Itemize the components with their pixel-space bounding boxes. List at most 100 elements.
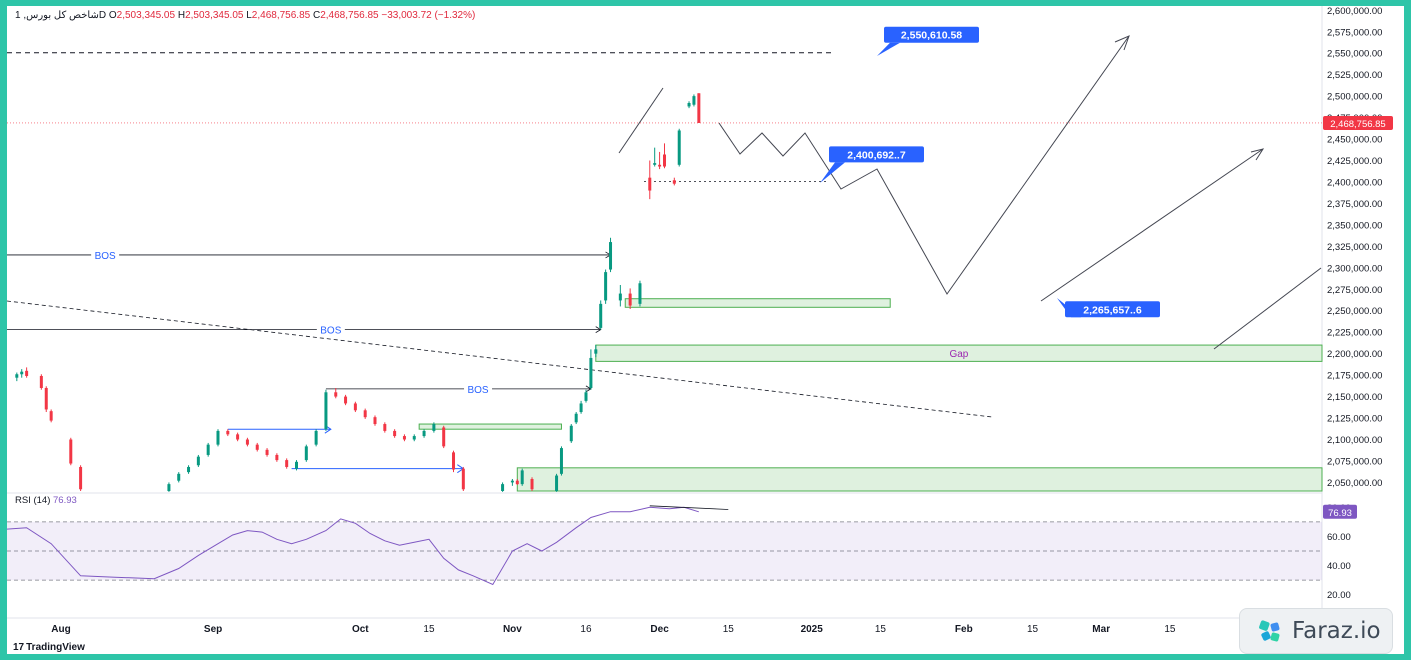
candle-4 <box>44 387 48 410</box>
time-tick-13: 15 <box>1164 624 1176 635</box>
candle-17 <box>255 444 259 450</box>
candle-14 <box>226 430 230 435</box>
low-value: 2,468,756.85 <box>251 10 311 21</box>
candle-51 <box>594 349 598 354</box>
last-price-text: 2,468,756.85 <box>1330 119 1385 130</box>
bos-label-bg-2 <box>316 323 345 336</box>
high-label: H <box>177 10 186 21</box>
time-tick-9: 15 <box>875 624 887 635</box>
candle-53 <box>604 272 608 301</box>
open-label: O <box>108 10 117 21</box>
candle-32 <box>402 436 406 440</box>
zone-4 <box>516 467 1323 492</box>
time-tick-10: Feb <box>955 624 973 635</box>
rsi-label[interactable]: RSI (14) <box>15 495 51 506</box>
candle-23 <box>314 430 318 445</box>
candle-21 <box>294 461 298 469</box>
last-price-badge <box>1323 115 1393 130</box>
candle-41 <box>515 480 519 485</box>
price-tick-6: 2,450,000.00 <box>1327 135 1382 146</box>
rsi-tick-3: 20.00 <box>1327 590 1351 601</box>
projection-wedge <box>618 87 664 154</box>
tradingview-logo-icon: 17 <box>13 642 25 653</box>
candle-10 <box>187 466 191 473</box>
close-label: C <box>312 10 321 21</box>
rsi-value: 76.93 <box>53 495 77 506</box>
price-tick-0: 2,600,000.00 <box>1327 6 1382 17</box>
candle-52 <box>599 303 603 328</box>
candle-33 <box>412 436 416 440</box>
candle-57 <box>638 283 642 304</box>
time-tick-8: 2025 <box>801 624 824 635</box>
time-tick-2: Oct <box>352 624 369 635</box>
candle-8 <box>167 484 171 491</box>
change-value: −33,003.72 (−1.32%) <box>381 10 476 21</box>
ohlc-legend: 1 ,شاخص کل بورسD O2,503,345.05 H2,503,34… <box>15 10 475 21</box>
level-callout-text-2: 2,400,692..7 <box>847 149 906 161</box>
zone-3 <box>418 423 562 430</box>
candle-28 <box>363 410 367 418</box>
projection-path-2-head <box>1250 148 1265 161</box>
price-tick-7: 2,425,000.00 <box>1327 156 1382 167</box>
candle-63 <box>677 130 681 165</box>
candle-9 <box>177 473 181 481</box>
candle-7 <box>79 466 83 490</box>
rsi-value-text: 76.93 <box>1328 508 1352 519</box>
candle-24 <box>324 392 328 430</box>
candle-49 <box>584 392 588 401</box>
price-tick-14: 2,250,000.00 <box>1327 306 1382 317</box>
candle-6 <box>69 439 73 464</box>
price-tick-3: 2,525,000.00 <box>1327 70 1382 81</box>
time-tick-12: Mar <box>1092 624 1110 635</box>
candle-48 <box>579 403 583 413</box>
time-tick-0: Aug <box>51 624 70 635</box>
candle-12 <box>206 444 210 455</box>
zone-label-gap: Gap <box>949 349 968 360</box>
rsi-line <box>7 506 699 586</box>
symbol-name[interactable]: 1 ,شاخص کل بورسD <box>15 10 107 21</box>
rsi-value-badge <box>1323 504 1357 519</box>
bos-label-3: BOS <box>467 385 488 396</box>
candle-19 <box>275 454 279 461</box>
candle-54 <box>609 242 613 270</box>
candle-26 <box>344 396 348 404</box>
candle-61 <box>663 154 666 167</box>
candle-59 <box>653 163 657 165</box>
faraz-watermark: Faraz.io <box>1239 608 1393 654</box>
candle-47 <box>574 413 578 423</box>
candle-45 <box>559 448 563 474</box>
price-tick-12: 2,300,000.00 <box>1327 263 1382 274</box>
time-tick-7: 15 <box>723 624 735 635</box>
level-callout-1 <box>884 26 979 43</box>
candle-34 <box>422 430 426 437</box>
price-chart[interactable]: Gap BOS BOS BOS 2,550,610.58 2,400,692..7 2,… <box>7 6 1404 654</box>
price-tick-22: 2,050,000.00 <box>1327 478 1382 489</box>
candle-42 <box>520 470 524 485</box>
candle-13 <box>216 430 220 445</box>
candle-35 <box>432 424 436 431</box>
projection-path-main <box>718 35 1130 295</box>
high-value: 2,503,345.05 <box>185 10 244 21</box>
candle-44 <box>555 475 559 491</box>
open-value: 2,503,345.05 <box>116 10 176 21</box>
faraz-text: Faraz.io <box>1292 618 1381 644</box>
candle-15 <box>236 434 240 440</box>
tradingview-brand[interactable]: 17 TradingView <box>13 642 85 653</box>
candle-2 <box>25 370 29 376</box>
bos-label-bg-3 <box>464 382 493 395</box>
time-tick-4: Nov <box>503 624 522 635</box>
candle-16 <box>245 439 249 445</box>
rsi-tick-2: 40.00 <box>1327 561 1351 572</box>
level-callout-2 <box>829 146 924 163</box>
candle-0 <box>15 374 19 378</box>
price-tick-9: 2,375,000.00 <box>1327 199 1382 210</box>
candle-40 <box>510 480 514 483</box>
candle-22 <box>304 446 308 461</box>
level-callout-text-3: 2,265,657..6 <box>1083 304 1142 316</box>
candle-1 <box>20 371 24 375</box>
price-tick-13: 2,275,000.00 <box>1327 285 1382 296</box>
level-callout-text-1: 2,550,610.58 <box>901 30 962 42</box>
projection-path-3 <box>1213 267 1322 350</box>
price-tick-1: 2,575,000.00 <box>1327 27 1382 38</box>
candle-55 <box>618 293 622 301</box>
